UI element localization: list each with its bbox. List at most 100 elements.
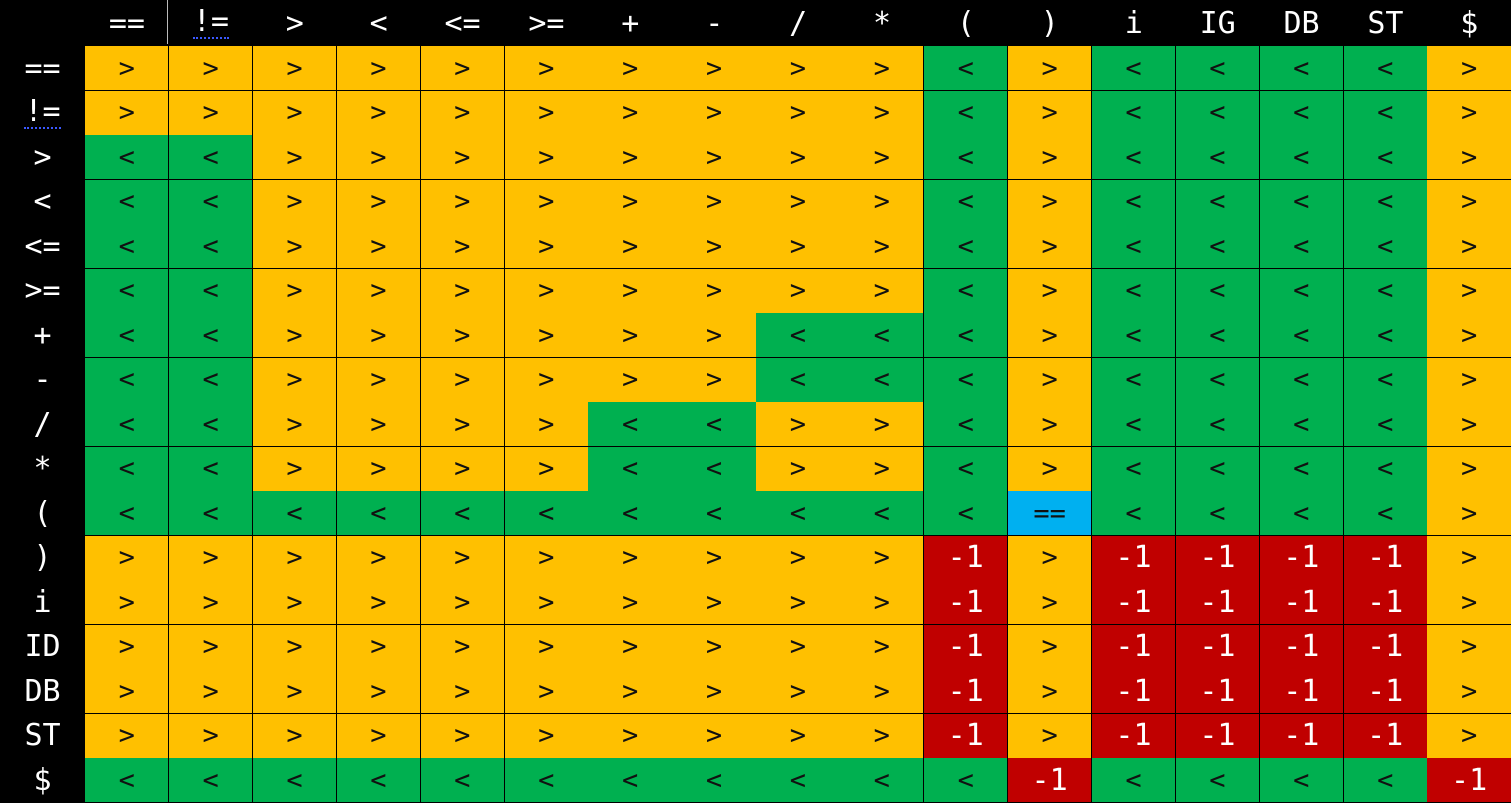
- table-cell: <: [1343, 402, 1428, 447]
- table-cell: >: [840, 179, 925, 225]
- row-header-plus: +: [33, 317, 52, 353]
- table-cell: <: [924, 313, 1009, 358]
- table-cell: >: [756, 669, 841, 714]
- table-cell: >: [840, 580, 925, 625]
- table-cell: >: [672, 313, 757, 358]
- table-cell: >: [672, 669, 757, 714]
- row-header-minus: -: [33, 362, 52, 398]
- table-cell: <: [672, 446, 757, 492]
- table-cell: <: [1175, 179, 1261, 225]
- table-cell: >: [420, 535, 505, 581]
- table-cell: >: [756, 713, 841, 759]
- table-cell: <: [1259, 402, 1344, 447]
- table-cell: >: [168, 90, 254, 136]
- table-cell: -1: [1343, 624, 1428, 670]
- table-cell: >: [336, 446, 422, 492]
- table-cell: <: [1259, 268, 1344, 314]
- row-header-id: ID: [24, 629, 61, 665]
- table-cell: <: [588, 491, 673, 536]
- table-cell: >: [672, 580, 757, 625]
- table-cell: >: [336, 179, 422, 225]
- table-cell: >: [336, 46, 422, 91]
- table-cell: <: [336, 758, 422, 803]
- column-header-div: /: [789, 5, 808, 41]
- table-cell: -1: [924, 669, 1009, 714]
- table-cell: >: [420, 580, 505, 625]
- table-cell: -1: [1175, 535, 1261, 581]
- table-cell: >: [1007, 402, 1093, 447]
- table-cell: <: [1091, 46, 1177, 91]
- row-header-rparen: ): [33, 540, 52, 576]
- table-cell: <: [1259, 46, 1344, 91]
- table-cell: -1: [1091, 580, 1177, 625]
- table-cell: <: [672, 491, 757, 536]
- table-cell: >: [252, 624, 338, 670]
- table-cell: <: [924, 402, 1009, 447]
- table-cell: -1: [1343, 535, 1428, 581]
- table-cell: <: [756, 313, 841, 358]
- table-cell: >: [1007, 268, 1093, 314]
- table-cell: >: [1427, 713, 1511, 759]
- table-cell: <: [1091, 758, 1177, 803]
- table-cell: >: [672, 713, 757, 759]
- table-cell: <: [85, 446, 170, 492]
- column-header-i: i: [1124, 5, 1143, 41]
- table-cell: <: [672, 758, 757, 803]
- table-cell: >: [504, 357, 589, 403]
- table-cell: >: [588, 535, 673, 581]
- table-cell: <: [1091, 446, 1177, 492]
- table-cell: >: [420, 402, 505, 447]
- table-cell: >: [336, 224, 422, 269]
- table-cell: >: [1007, 535, 1093, 581]
- table-cell: -1: [924, 713, 1009, 759]
- table-cell: -1: [1259, 713, 1344, 759]
- table-cell: >: [1007, 580, 1093, 625]
- table-cell: >: [504, 90, 589, 136]
- table-cell: >: [588, 669, 673, 714]
- table-cell: <: [1175, 402, 1261, 447]
- row-header-dollar: $: [33, 762, 52, 798]
- table-cell: -1: [1343, 580, 1428, 625]
- table-cell: <: [1091, 268, 1177, 314]
- table-cell: -1: [1259, 669, 1344, 714]
- table-cell: <: [168, 446, 254, 492]
- table-cell: >: [336, 90, 422, 136]
- table-cell: <: [85, 224, 170, 269]
- table-cell: <: [1091, 224, 1177, 269]
- table-cell: <: [252, 758, 338, 803]
- table-cell: <: [924, 268, 1009, 314]
- table-cell: <: [1175, 357, 1261, 403]
- table-cell: >: [756, 535, 841, 581]
- table-cell: <: [924, 758, 1009, 803]
- table-cell: >: [1007, 179, 1093, 225]
- table-cell: >: [756, 624, 841, 670]
- table-cell: <: [1091, 313, 1177, 358]
- column-header-le: <=: [444, 5, 481, 41]
- table-cell: >: [1427, 580, 1511, 625]
- table-cell: >: [672, 135, 757, 180]
- table-cell: >: [672, 268, 757, 314]
- table-cell: >: [756, 446, 841, 492]
- table-cell: >: [420, 179, 505, 225]
- column-header-plus: +: [621, 5, 640, 41]
- table-cell: <: [840, 758, 925, 803]
- column-header-ge: >=: [528, 5, 565, 41]
- table-cell: >: [336, 535, 422, 581]
- table-cell: >: [85, 669, 170, 714]
- table-cell: >: [1007, 669, 1093, 714]
- table-cell: >: [588, 313, 673, 358]
- table-cell: >: [1427, 268, 1511, 314]
- table-cell: >: [504, 46, 589, 91]
- table-cell: >: [336, 624, 422, 670]
- table-cell: >: [672, 357, 757, 403]
- table-cell: >: [504, 535, 589, 581]
- column-header-dollar: $: [1460, 5, 1479, 41]
- table-cell: >: [420, 713, 505, 759]
- table-cell: <: [588, 758, 673, 803]
- table-cell: >: [168, 713, 254, 759]
- column-header-lparen: (: [956, 5, 975, 41]
- table-cell: -1: [924, 624, 1009, 670]
- table-cell: >: [588, 90, 673, 136]
- table-cell: >: [168, 624, 254, 670]
- table-cell: >: [336, 357, 422, 403]
